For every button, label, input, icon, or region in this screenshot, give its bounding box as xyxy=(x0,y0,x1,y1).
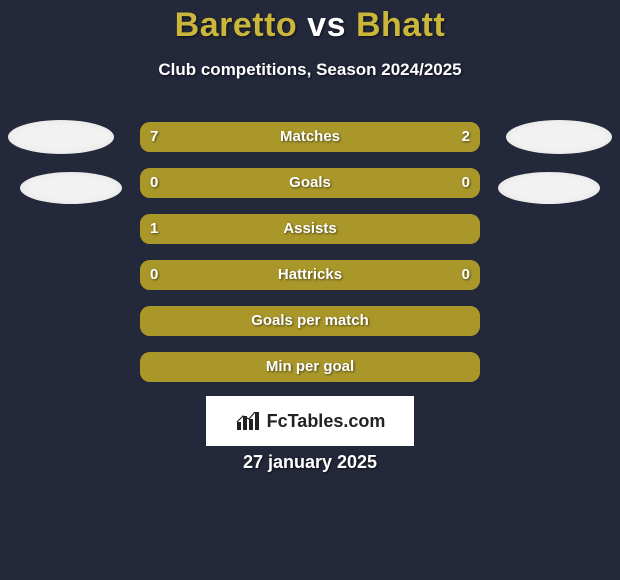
player2-name: Bhatt xyxy=(356,6,445,44)
country-ellipse xyxy=(8,120,114,154)
date-line: 27 january 2025 xyxy=(0,452,620,473)
logo-text: FcTables.com xyxy=(267,411,386,432)
stat-label: Matches xyxy=(140,122,480,152)
stat-row: Assists1 xyxy=(140,214,480,244)
chart-bars-icon xyxy=(235,410,261,432)
stat-row: Min per goal xyxy=(140,352,480,382)
stat-row: Goals0 0 xyxy=(140,168,480,198)
stat-value-left: 0 xyxy=(150,260,158,290)
player1-name: Baretto xyxy=(175,6,298,44)
comparison-infographic: Baretto vs Bhatt Club competitions, Seas… xyxy=(0,0,620,580)
stat-label: Goals xyxy=(140,168,480,198)
stat-value-right: 0 xyxy=(462,260,470,290)
stat-label: Goals per match xyxy=(140,306,480,336)
page-title: Baretto vs Bhatt xyxy=(0,6,620,45)
stat-value-right: 0 xyxy=(462,168,470,198)
stat-label: Min per goal xyxy=(140,352,480,382)
stat-value-left: 1 xyxy=(150,214,158,244)
stat-row: Matches7 2 xyxy=(140,122,480,152)
stat-label: Hattricks xyxy=(140,260,480,290)
stat-value-left: 7 xyxy=(150,122,158,152)
comparison-bars: Matches72Goals00Assists1Hattricks00Goals… xyxy=(140,122,480,398)
stat-row: Hattricks0 0 xyxy=(140,260,480,290)
country-ellipse xyxy=(498,172,600,204)
fctables-logo: FcTables.com xyxy=(206,396,414,446)
stat-value-left: 0 xyxy=(150,168,158,198)
stat-row: Goals per match xyxy=(140,306,480,336)
stat-label: Assists xyxy=(140,214,480,244)
stat-value-right: 2 xyxy=(462,122,470,152)
country-ellipse xyxy=(20,172,122,204)
country-ellipse xyxy=(506,120,612,154)
title-vs: vs xyxy=(307,6,346,44)
subtitle: Club competitions, Season 2024/2025 xyxy=(0,60,620,80)
